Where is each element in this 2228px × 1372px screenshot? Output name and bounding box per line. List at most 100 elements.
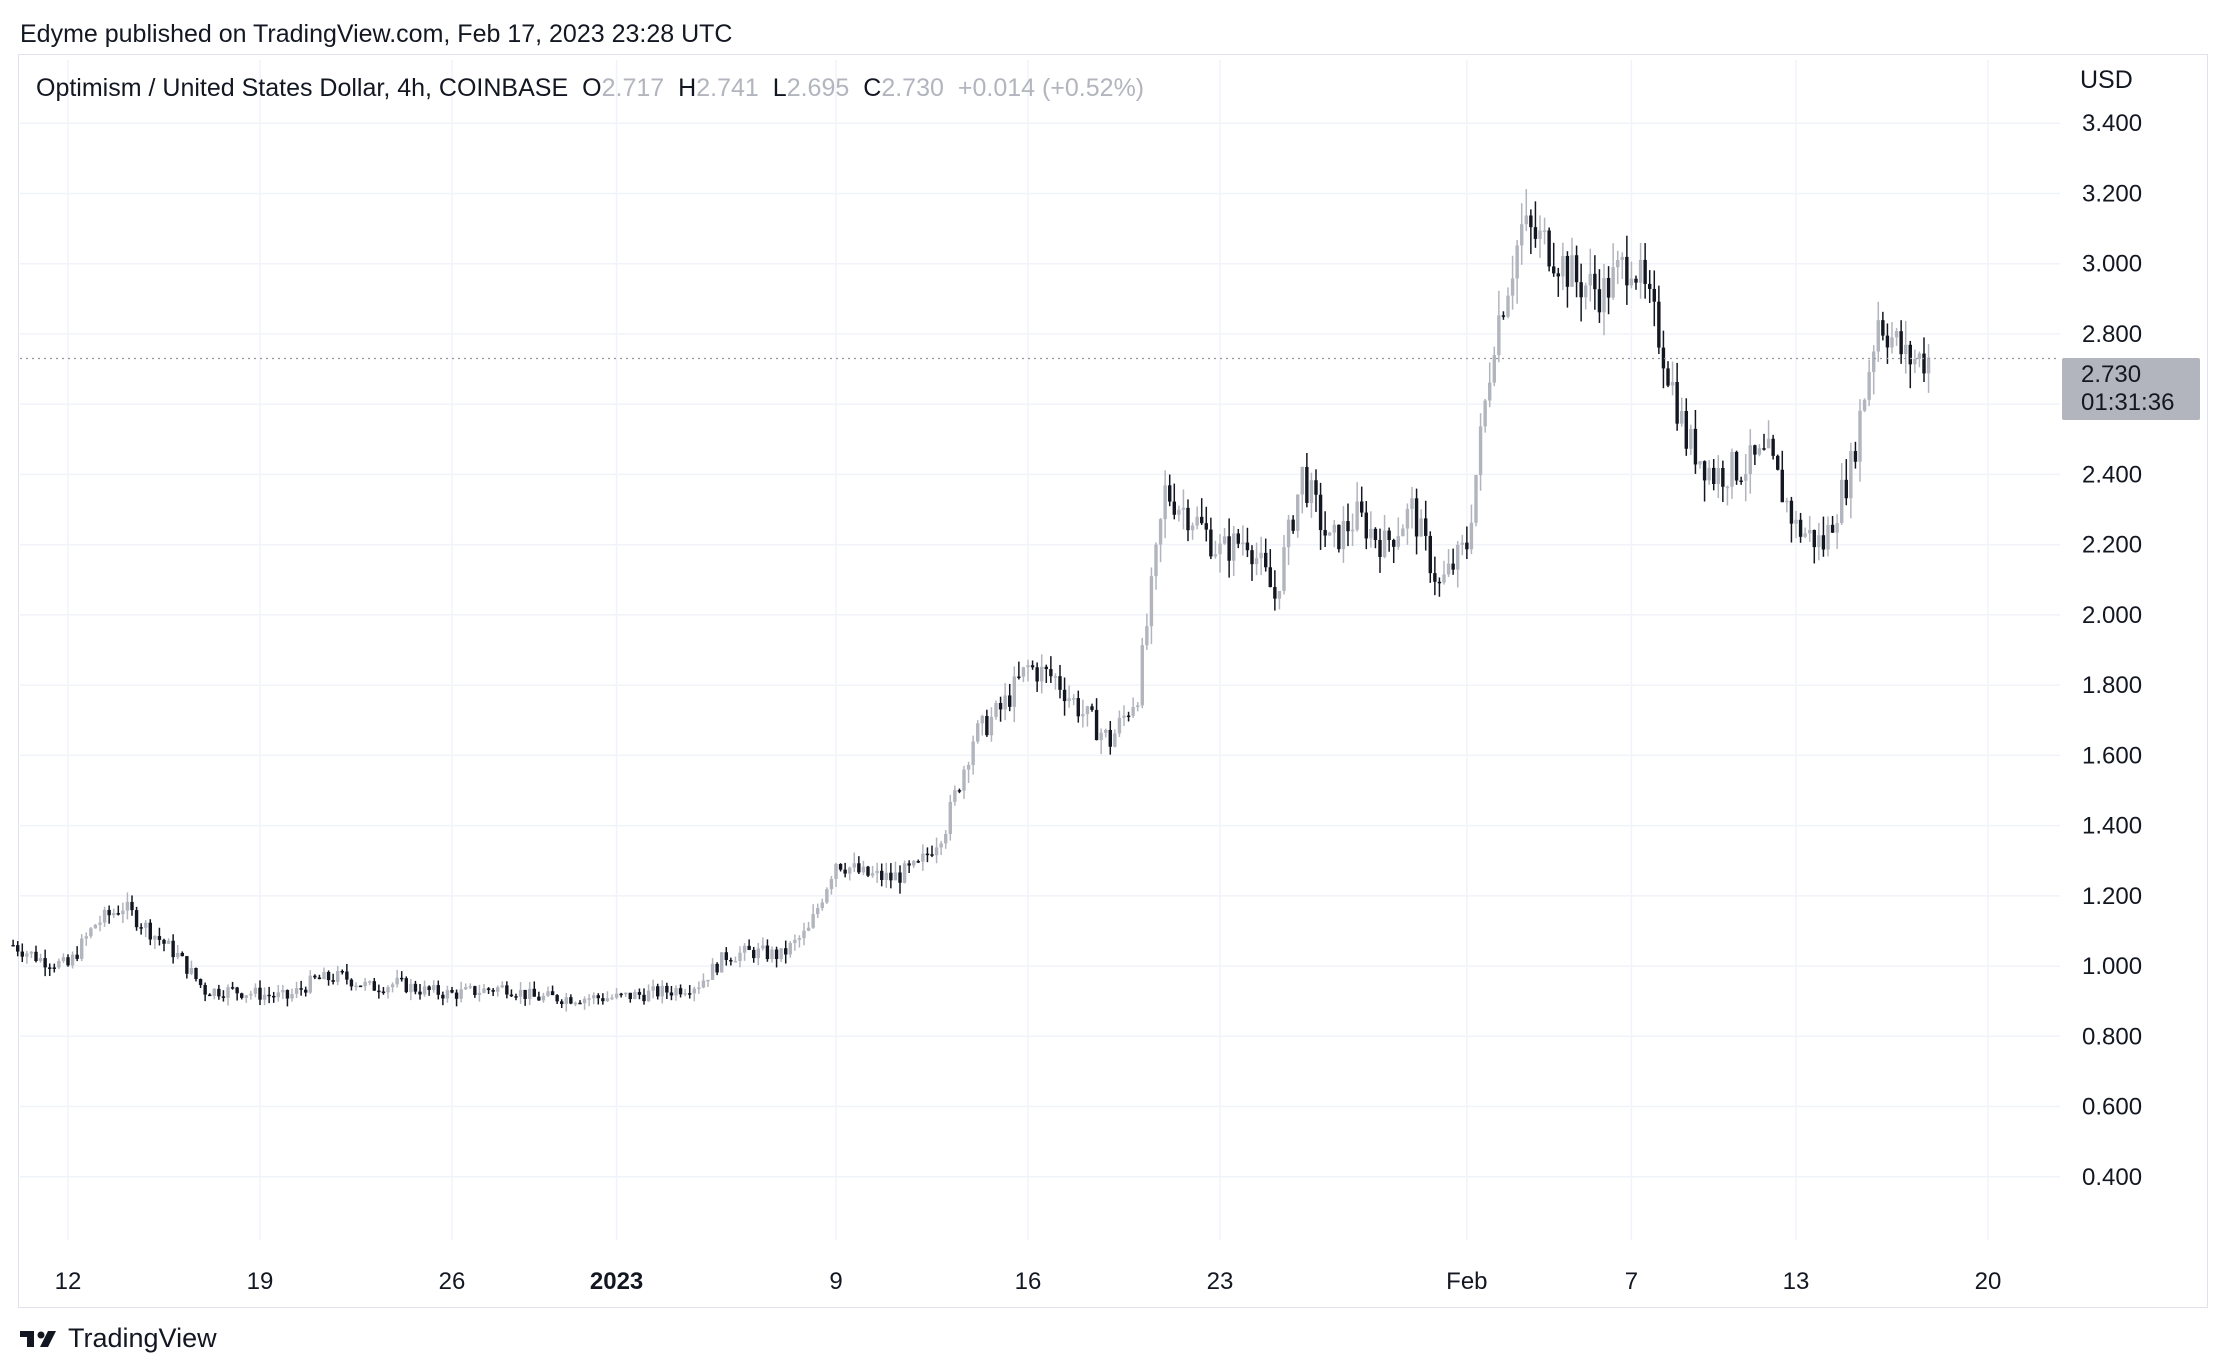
candle-body xyxy=(1625,256,1629,286)
candle-body xyxy=(1332,524,1336,533)
candle-body xyxy=(1766,438,1771,449)
candle-body xyxy=(1341,521,1346,550)
candle-body xyxy=(130,901,134,911)
candle-body xyxy=(1021,667,1026,677)
candle-body xyxy=(304,989,308,993)
candle-body xyxy=(372,981,376,991)
candle-body xyxy=(1670,382,1675,386)
candle-body xyxy=(1510,278,1515,296)
candle-body xyxy=(1785,500,1789,503)
candle-body xyxy=(1177,509,1181,515)
candle-body xyxy=(1145,626,1149,646)
candle-body xyxy=(1561,255,1565,277)
change-value: +0.014 (+0.52%) xyxy=(957,74,1145,102)
candle-body xyxy=(1620,256,1624,261)
candle-body xyxy=(1245,542,1250,551)
candle-body xyxy=(779,948,783,960)
candle-body xyxy=(1817,535,1821,548)
candle-body xyxy=(1172,501,1176,515)
candle-body xyxy=(1634,278,1638,283)
symbol-description[interactable]: Optimism / United States Dollar, 4h, COI… xyxy=(36,74,569,102)
candle-body xyxy=(1378,540,1382,557)
candle-body xyxy=(1588,273,1592,286)
candle-body xyxy=(1840,479,1844,524)
candle-body xyxy=(354,985,358,988)
candle-body xyxy=(907,863,911,866)
currency-label[interactable]: USD xyxy=(2080,66,2133,94)
open-value: 2.717 xyxy=(601,74,665,102)
candle-body xyxy=(1753,445,1757,455)
candle-body xyxy=(336,970,340,982)
candle-body xyxy=(925,853,930,856)
candle-body xyxy=(1538,230,1542,239)
y-tick-label: 3.400 xyxy=(2082,110,2142,137)
publisher-line: Edyme published on TradingView.com, Feb … xyxy=(20,20,733,48)
candle-body xyxy=(957,790,962,792)
candle-body xyxy=(38,958,43,961)
candle-body xyxy=(1862,399,1867,411)
y-tick-label: 3.000 xyxy=(2082,251,2142,278)
candle-body xyxy=(1428,535,1432,574)
candle-body xyxy=(706,979,710,982)
candle-body xyxy=(1661,347,1666,369)
candle-body xyxy=(1442,574,1446,583)
candle-body xyxy=(1323,530,1327,536)
candle-body xyxy=(660,985,664,997)
candle-body xyxy=(1574,255,1579,283)
candle-body xyxy=(1140,645,1144,706)
candle-body xyxy=(1483,400,1487,427)
candle-body xyxy=(1689,428,1693,449)
candle-body xyxy=(93,924,98,929)
candle-body xyxy=(308,975,312,993)
candle-body xyxy=(496,987,500,992)
x-tick-label: 26 xyxy=(439,1268,466,1295)
candle-body xyxy=(1872,351,1876,373)
candle-body xyxy=(25,953,29,957)
candle-body xyxy=(816,908,820,915)
candle-body xyxy=(102,909,107,923)
candle-body xyxy=(1433,573,1437,582)
candle-body xyxy=(1076,698,1080,717)
candle-body xyxy=(1035,667,1039,682)
candle-body xyxy=(838,863,843,870)
candle-body xyxy=(285,990,290,999)
candle-body xyxy=(916,861,920,863)
candle-body xyxy=(294,988,299,994)
candle-body xyxy=(1195,516,1199,526)
candle-body xyxy=(912,861,916,866)
candle-body xyxy=(84,936,88,939)
candle-body xyxy=(340,970,344,973)
candle-body xyxy=(1405,508,1410,529)
candle-body xyxy=(1547,230,1551,267)
candle-body xyxy=(948,801,952,834)
y-tick-label: 0.600 xyxy=(2082,1094,2142,1121)
candle-body xyxy=(701,980,706,988)
close-value: 2.730 xyxy=(881,74,944,102)
candle-body xyxy=(1597,289,1602,313)
candle-body xyxy=(34,951,38,961)
candle-body xyxy=(1204,523,1208,530)
candle-body xyxy=(1081,714,1085,717)
candle-body xyxy=(1437,581,1442,584)
candle-body xyxy=(1030,665,1035,668)
x-tick-label: 13 xyxy=(1783,1268,1810,1295)
candle-body xyxy=(386,987,390,993)
tradingview-wordmark: TradingView xyxy=(68,1323,217,1353)
candle-body xyxy=(1456,544,1460,570)
candle-body xyxy=(473,986,477,995)
candle-body xyxy=(784,948,788,955)
candle-body xyxy=(1401,528,1405,537)
candle-body xyxy=(870,873,875,876)
candle-body xyxy=(189,967,194,974)
candle-body xyxy=(953,790,957,802)
candle-body xyxy=(1346,521,1350,532)
candle-body xyxy=(592,995,596,999)
footer-branding[interactable]: TradingView xyxy=(20,1323,217,1354)
candle-body xyxy=(1876,320,1880,352)
candle-body xyxy=(1117,717,1122,734)
candle-body xyxy=(464,987,468,990)
candle-body xyxy=(866,866,870,876)
candle-body xyxy=(619,993,623,996)
candle-body xyxy=(1337,524,1341,550)
